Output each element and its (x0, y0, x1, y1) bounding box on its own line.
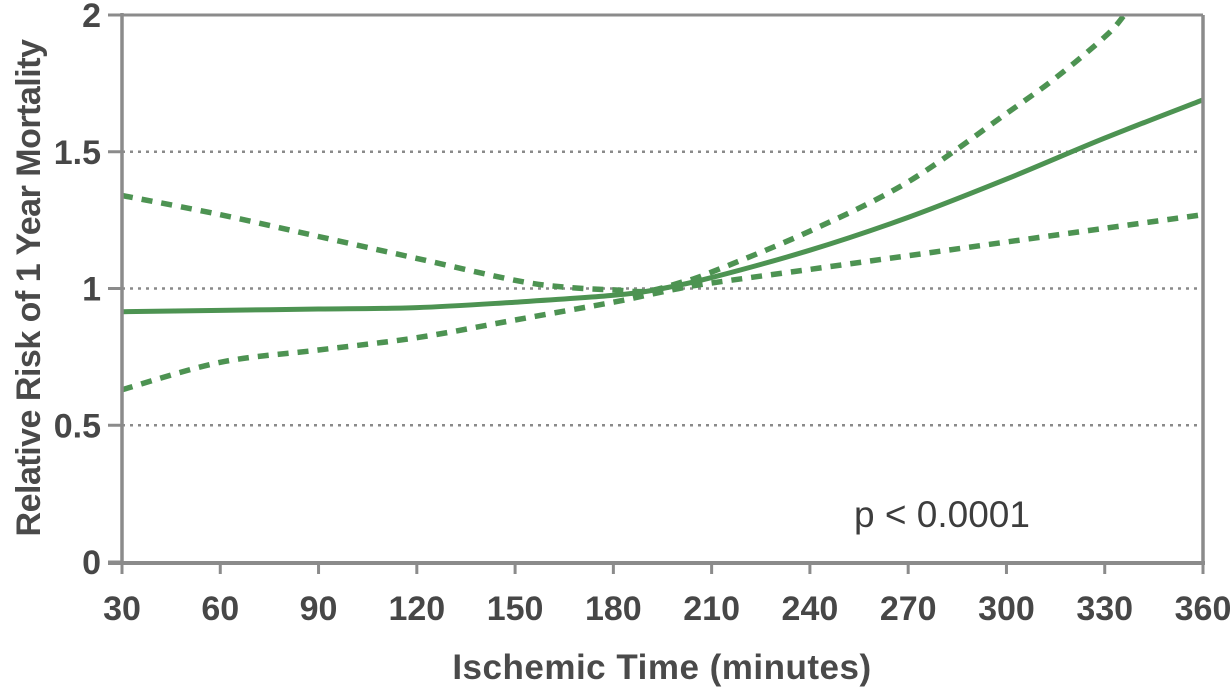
series-path-upper-confidence-limit (121, 13, 1130, 295)
x-tick-label-330: 330 (1076, 590, 1133, 628)
y-tick-label-0: 0 (82, 544, 101, 582)
series-path-relative-risk-estimate (121, 97, 1204, 315)
p-value-annotation: p < 0.0001 (854, 494, 1030, 535)
tick-labels: 0 0.5 1 1.5 2 30 60 90 120 150 180 210 240 270 300 330 3… (54, 0, 1232, 628)
x-tick-label-360: 360 (1175, 590, 1232, 628)
y-tick-label-2: 2 (82, 0, 101, 35)
x-tick-label-60: 60 (201, 590, 239, 628)
x-axis-title: Ischemic Time (minutes) (452, 648, 871, 687)
y-tick-label-0.5: 0.5 (54, 407, 101, 445)
x-tick-label-150: 150 (487, 590, 544, 628)
x-tick-label-120: 120 (388, 590, 445, 628)
y-axis-title: Relative Risk of 1 Year Mortality (10, 39, 48, 536)
x-tick-label-270: 270 (880, 590, 937, 628)
series-path-lower-confidence-limit (121, 211, 1204, 393)
x-tick-label-300: 300 (978, 590, 1035, 628)
y-tick-label-1.5: 1.5 (54, 134, 101, 172)
x-tick-label-30: 30 (103, 590, 141, 628)
x-tick-label-240: 240 (782, 590, 839, 628)
x-tick-label-210: 210 (683, 590, 740, 628)
data-series (121, 13, 1204, 393)
y-tick-label-1: 1 (82, 271, 101, 309)
x-tick-label-180: 180 (585, 590, 642, 628)
axes (108, 13, 1205, 574)
x-tick-label-90: 90 (300, 590, 338, 628)
